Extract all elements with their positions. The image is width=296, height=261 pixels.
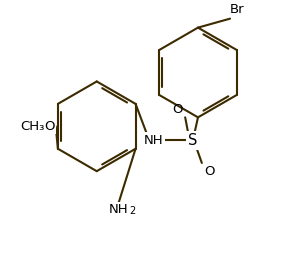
- Text: 2: 2: [129, 206, 136, 216]
- Text: NH: NH: [143, 134, 163, 147]
- Text: S: S: [188, 133, 197, 148]
- Text: O: O: [204, 165, 215, 178]
- Text: O: O: [44, 120, 54, 133]
- Text: CH₃: CH₃: [20, 120, 45, 133]
- Text: Br: Br: [230, 3, 245, 16]
- Text: O: O: [172, 103, 183, 116]
- Text: NH: NH: [109, 203, 128, 216]
